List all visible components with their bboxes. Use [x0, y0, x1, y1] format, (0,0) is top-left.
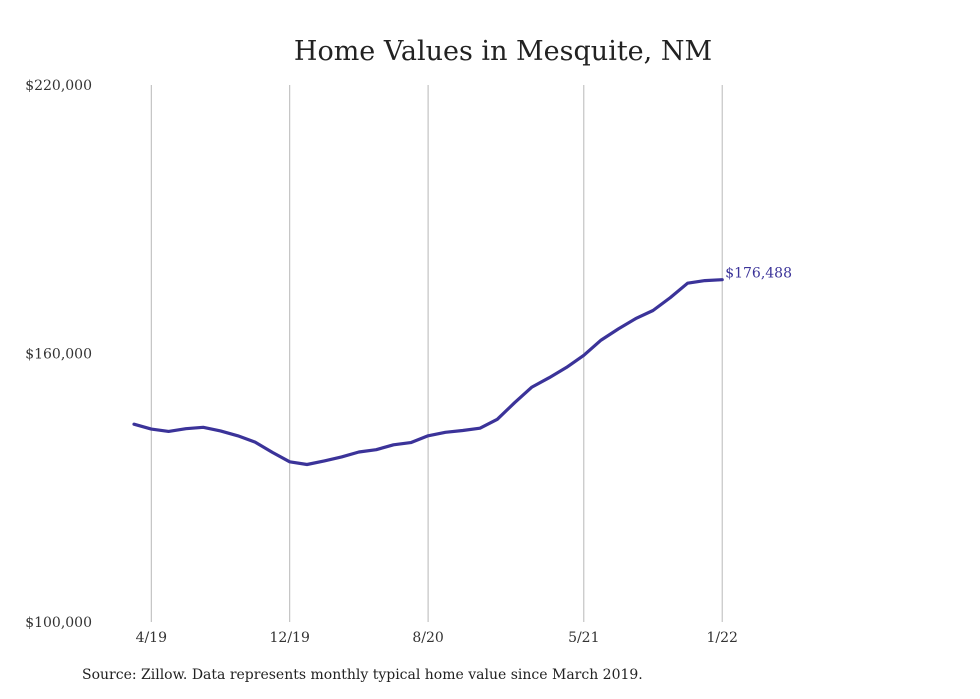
end-value-label: $176,488 — [725, 266, 792, 282]
y-tick-label: $160,000 — [25, 347, 92, 363]
x-tick-label: 5/21 — [568, 630, 599, 646]
chart-title: Home Values in Mesquite, NM — [294, 36, 712, 67]
x-axis-ticks: 4/19 12/19 8/20 5/21 1/22 — [136, 630, 738, 646]
y-tick-label: $100,000 — [25, 615, 92, 631]
x-tick-label: 8/20 — [412, 630, 443, 646]
x-tick-label: 1/22 — [706, 630, 737, 646]
line-chart: Home Values in Mesquite, NM $100,000 $160… — [25, 36, 792, 646]
series-group: $176,488 — [132, 266, 792, 467]
y-tick-label: $220,000 — [25, 78, 92, 94]
series-line — [132, 278, 724, 467]
x-tick-label: 4/19 — [136, 630, 167, 646]
y-axis-ticks: $100,000 $160,000 $220,000 — [25, 78, 92, 631]
x-tick-label: 12/19 — [270, 630, 310, 646]
source-note: Source: Zillow. Data represents monthly … — [82, 667, 643, 683]
grid-lines — [150, 85, 723, 622]
